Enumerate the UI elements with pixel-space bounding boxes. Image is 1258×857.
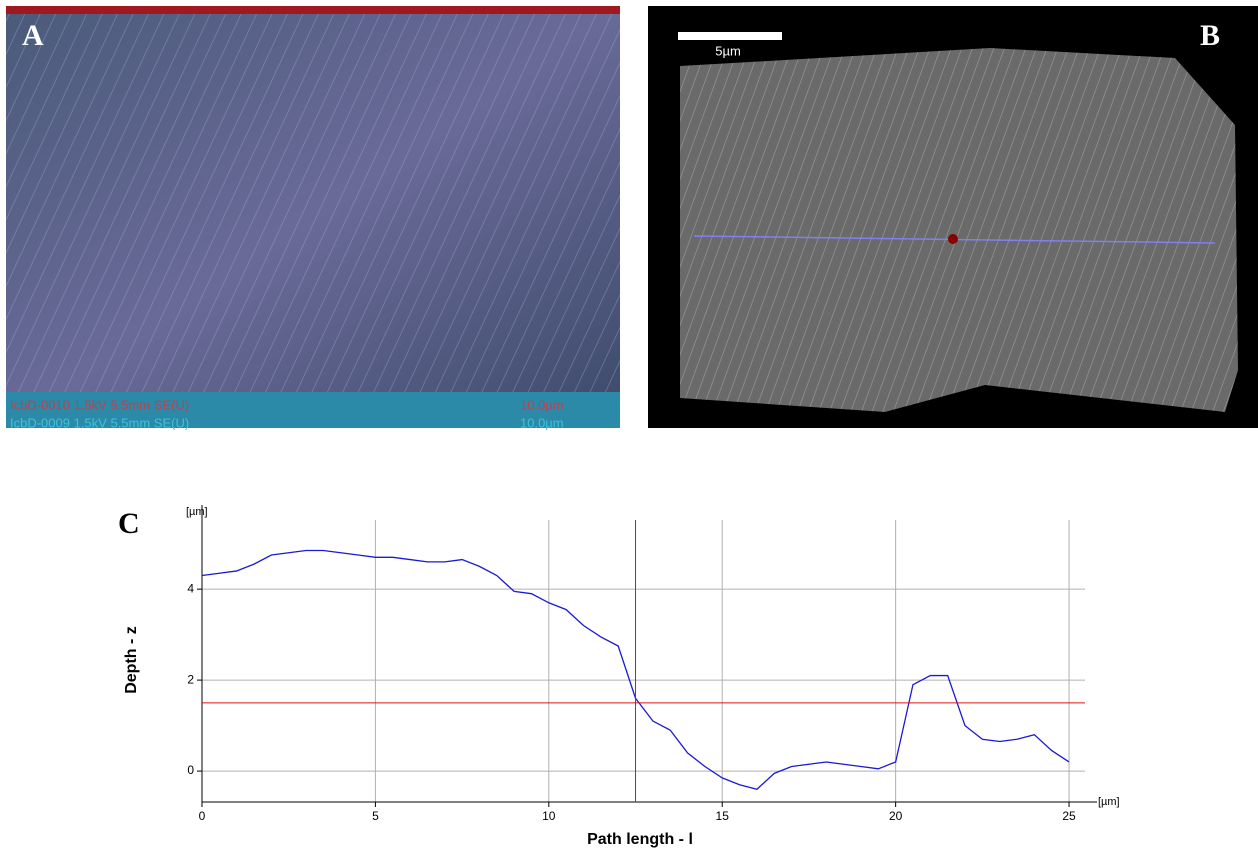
panel-letter: A bbox=[22, 19, 44, 52]
x-tick-label: 5 bbox=[372, 809, 379, 823]
y-tick-label: 4 bbox=[187, 581, 194, 595]
panel-letter: B bbox=[1200, 19, 1220, 52]
footer-text: IcbD-0009 1.5kV 5.5mm SE(U) bbox=[10, 415, 189, 430]
y-unit: [µm] bbox=[186, 506, 208, 518]
scale-label: 5µm bbox=[715, 43, 741, 58]
y-tick-label: 0 bbox=[187, 763, 194, 777]
footer-text: IcbD-0010 1.5kV 5.5mm SE(U) bbox=[10, 397, 189, 412]
x-axis-label: Path length - l bbox=[587, 831, 693, 848]
y-tick-label: 2 bbox=[187, 672, 194, 686]
edge bbox=[6, 6, 620, 14]
figure: A IcbD-0010 1.5kV 5.5mm SE(U) 10.0µm Icb… bbox=[0, 0, 1258, 852]
footer-scale: 10.0µm bbox=[520, 415, 564, 430]
x-tick-label: 10 bbox=[542, 809, 556, 823]
x-tick-label: 25 bbox=[1062, 809, 1076, 823]
x-tick-label: 20 bbox=[889, 809, 903, 823]
x-tick-label: 15 bbox=[716, 809, 730, 823]
texture bbox=[6, 6, 620, 428]
x-tick-label: 0 bbox=[199, 809, 206, 823]
x-unit: [µm] bbox=[1098, 796, 1120, 808]
panel-letter: C bbox=[118, 507, 140, 540]
panel-c: C 0 5 10 15 20 25 0 2 4 [µm] [µm] Path length - l De… bbox=[118, 505, 1120, 848]
panel-b: 5µm B bbox=[648, 6, 1258, 428]
scale-bar bbox=[678, 32, 782, 40]
panel-a: A IcbD-0010 1.5kV 5.5mm SE(U) 10.0µm Icb… bbox=[6, 6, 620, 430]
footer-scale: 10.0µm bbox=[520, 397, 564, 412]
y-axis-label: Depth - z bbox=[123, 626, 140, 694]
texture bbox=[680, 48, 1238, 412]
cursor-dot bbox=[948, 234, 958, 244]
